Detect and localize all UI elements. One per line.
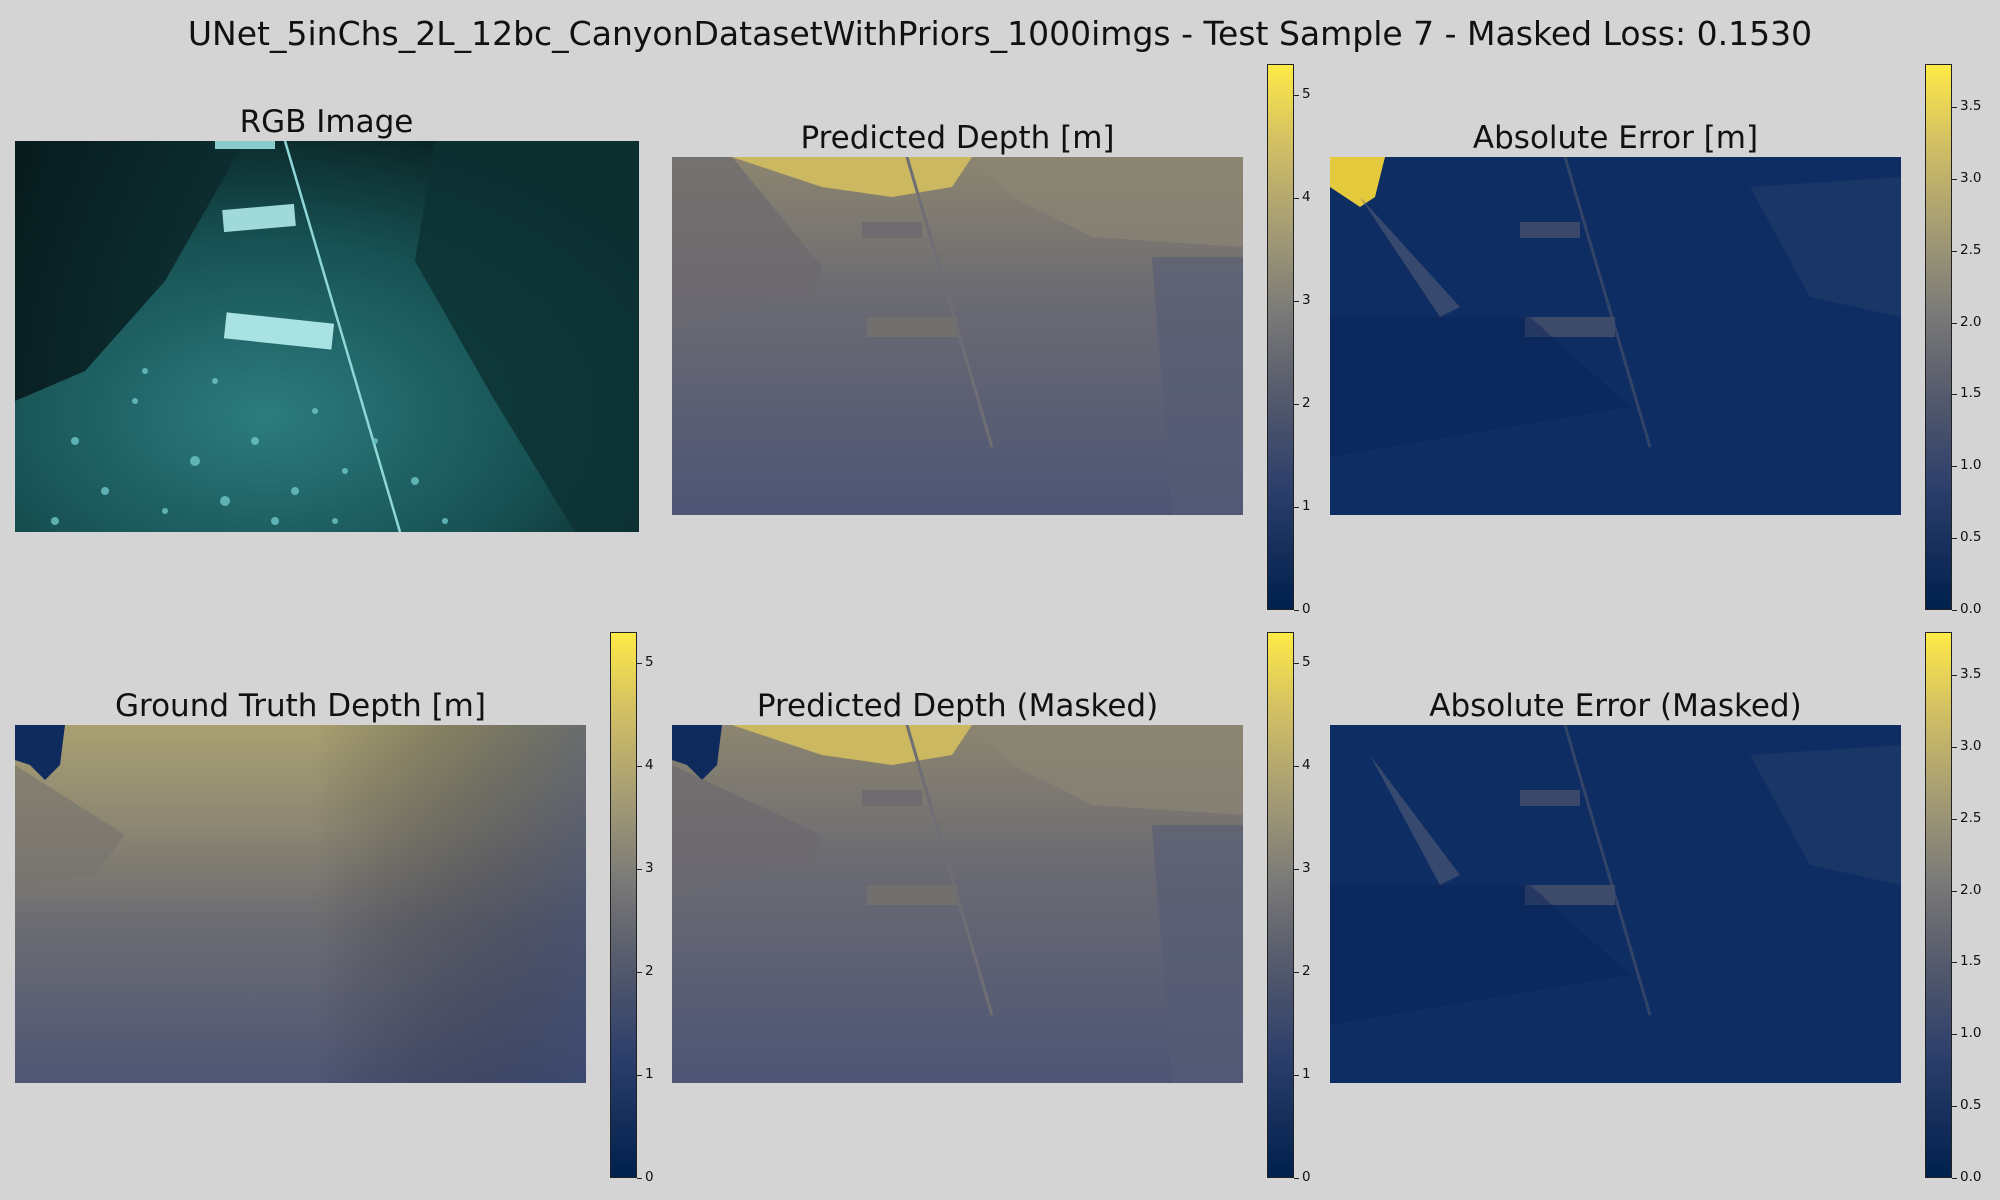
colorbar-tick-label-err-masked: 3.5 [1960,666,1982,682]
colorbar-tick-mark [1952,323,1957,324]
colorbar-tick-label-pred: 0 [1302,601,1311,617]
colorbar-tick-label-err: 3.0 [1960,170,1982,186]
colorbar-tick-mark [637,766,642,767]
colorbar-tick-mark [1294,404,1299,405]
colorbar-tick-label-pred-masked: 5 [1302,654,1311,670]
colorbar-tick-mark [1952,466,1957,467]
colorbar-tick-label-gt: 1 [645,1066,654,1082]
colorbar-tick-label-pred: 1 [1302,498,1311,514]
colorbar-tick-mark [1294,1178,1299,1179]
colorbar-tick-label-err: 1.0 [1960,457,1982,473]
colorbar-tick-mark [1952,747,1957,748]
colorbar-tick-label-pred-masked: 0 [1302,1169,1311,1185]
colorbar-tick-mark [1952,1106,1957,1107]
colorbar-tick-label-pred-masked: 3 [1302,860,1311,876]
colorbar-tick-label-pred-masked: 1 [1302,1066,1311,1082]
colorbar-tick-mark [637,972,642,973]
err-panel-title: Absolute Error [m] [1472,120,1759,156]
colorbar-tick-label-gt: 3 [645,860,654,876]
colorbar-tick-mark [1294,1075,1299,1076]
colorbar-tick-label-gt: 0 [645,1169,654,1185]
colorbar-tick-mark [637,1178,642,1179]
ground-truth-depth-image [15,725,586,1083]
colorbar-tick-label-pred: 3 [1302,292,1311,308]
pred-panel-title: Predicted Depth [m] [800,120,1115,156]
colorbar-tick-label-pred-masked: 2 [1302,963,1311,979]
rgb-image [15,141,639,532]
colorbar-tick-mark [1294,301,1299,302]
colorbar-predicted-depth-masked [1267,632,1294,1178]
absolute-error-masked-image [1330,725,1901,1083]
colorbar-tick-mark [1294,663,1299,664]
colorbar-tick-label-err: 0.5 [1960,529,1982,545]
err-masked-panel-title: Absolute Error (Masked) [1429,688,1802,724]
colorbar-tick-label-err-masked: 1.5 [1960,953,1982,969]
colorbar-ground-truth-depth [610,632,637,1178]
colorbar-tick-mark [1952,819,1957,820]
colorbar-tick-label-err-masked: 2.5 [1960,810,1982,826]
colorbar-tick-label-err-masked: 0.5 [1960,1097,1982,1113]
colorbar-tick-mark [1952,1034,1957,1035]
colorbar-tick-mark [1294,95,1299,96]
colorbar-tick-mark [637,1075,642,1076]
figure-title: UNet_5inChs_2L_12bc_CanyonDatasetWithPri… [187,14,1813,53]
colorbar-tick-label-gt: 2 [645,963,654,979]
colorbar-tick-mark [1952,394,1957,395]
colorbar-tick-mark [1294,507,1299,508]
colorbar-tick-mark [637,869,642,870]
colorbar-tick-label-err-masked: 0.0 [1960,1169,1982,1185]
colorbar-tick-label-err: 2.0 [1960,314,1982,330]
colorbar-tick-label-err: 0.0 [1960,601,1982,617]
colorbar-tick-label-err-masked: 3.0 [1960,738,1982,754]
colorbar-tick-label-gt: 5 [645,654,654,670]
colorbar-absolute-error-masked [1925,632,1952,1178]
colorbar-tick-mark [1952,610,1957,611]
absolute-error-image [1330,157,1901,515]
colorbar-tick-mark [1952,962,1957,963]
colorbar-tick-label-err-masked: 2.0 [1960,882,1982,898]
colorbar-tick-mark [1952,107,1957,108]
predicted-depth-image [672,157,1243,515]
colorbar-tick-mark [1952,675,1957,676]
colorbar-tick-mark [1952,251,1957,252]
colorbar-tick-label-pred: 4 [1302,189,1311,205]
colorbar-tick-mark [1294,610,1299,611]
colorbar-absolute-error [1925,64,1952,610]
predicted-depth-masked-image [672,725,1243,1083]
colorbar-tick-mark [1952,179,1957,180]
rgb-panel-title: RGB Image [239,104,414,140]
colorbar-tick-label-pred-masked: 4 [1302,757,1311,773]
colorbar-tick-label-gt: 4 [645,757,654,773]
colorbar-tick-mark [637,663,642,664]
colorbar-tick-mark [1294,198,1299,199]
colorbar-tick-label-err-masked: 1.0 [1960,1025,1982,1041]
colorbar-tick-label-pred: 5 [1302,86,1311,102]
colorbar-tick-label-err: 3.5 [1960,98,1982,114]
colorbar-tick-mark [1294,972,1299,973]
pred-masked-panel-title: Predicted Depth (Masked) [756,688,1159,724]
colorbar-tick-mark [1294,766,1299,767]
colorbar-tick-mark [1294,869,1299,870]
colorbar-tick-label-pred: 2 [1302,395,1311,411]
colorbar-tick-label-err: 1.5 [1960,385,1982,401]
colorbar-tick-mark [1952,538,1957,539]
colorbar-tick-mark [1952,891,1957,892]
colorbar-predicted-depth [1267,64,1294,610]
colorbar-tick-mark [1952,1178,1957,1179]
gt-panel-title: Ground Truth Depth [m] [115,688,486,724]
colorbar-tick-label-err: 2.5 [1960,242,1982,258]
